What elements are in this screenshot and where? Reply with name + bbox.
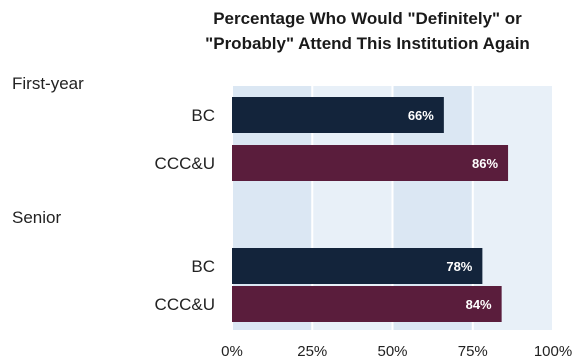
bar — [232, 248, 483, 284]
chart-title: Percentage Who Would "Definitely" or "Pr… — [150, 6, 585, 56]
group-label-first-year: First-year — [12, 74, 84, 93]
category-label: BC — [191, 257, 215, 276]
chart-title-line-1: Percentage Who Would "Definitely" or — [213, 9, 522, 28]
x-tick-label: 0% — [221, 343, 243, 360]
data-label: 66% — [408, 108, 434, 123]
bar — [232, 286, 502, 322]
data-label: 78% — [446, 259, 472, 274]
category-label: CCC&U — [155, 295, 215, 314]
group-label-senior: Senior — [12, 208, 62, 227]
x-tick-label: 50% — [377, 343, 407, 360]
x-tick-label: 25% — [297, 343, 327, 360]
data-label: 84% — [466, 297, 492, 312]
x-tick-label: 100% — [534, 343, 572, 360]
bar — [232, 145, 509, 181]
category-label: CCC&U — [155, 154, 215, 173]
category-label: BC — [191, 106, 215, 125]
chart-title-line-2: "Probably" Attend This Institution Again — [205, 34, 530, 53]
x-tick-label: 75% — [458, 343, 488, 360]
data-label: 86% — [472, 156, 498, 171]
bar — [232, 97, 444, 133]
